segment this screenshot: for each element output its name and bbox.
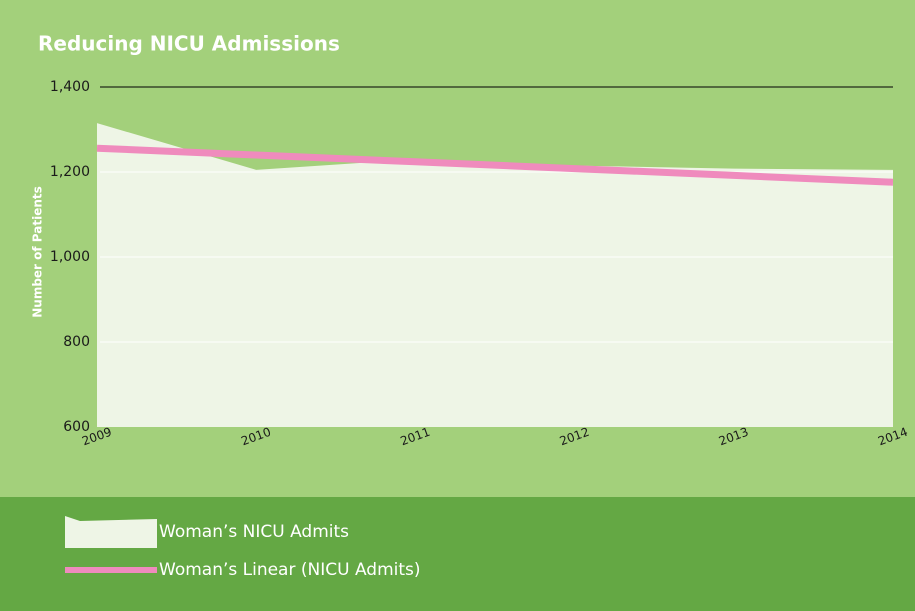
legend-swatch xyxy=(65,516,157,548)
area xyxy=(97,123,893,427)
legend-background xyxy=(0,497,915,611)
y-axis-label: Number of Patients xyxy=(31,186,45,318)
chart-title: Reducing NICU Admissions xyxy=(38,32,340,56)
y-tick-label: 1,200 xyxy=(50,164,90,180)
y-tick-label: 600 xyxy=(63,419,90,435)
y-tick-label: 800 xyxy=(63,334,90,350)
legend-label: Woman’s NICU Admits xyxy=(159,522,349,542)
legend-swatch xyxy=(65,567,157,573)
legend-label: Woman’s Linear (NICU Admits) xyxy=(159,560,421,580)
trend-line xyxy=(96,144,894,186)
y-tick-label: 1,000 xyxy=(50,249,90,265)
y-tick-label: 1,400 xyxy=(50,79,90,95)
